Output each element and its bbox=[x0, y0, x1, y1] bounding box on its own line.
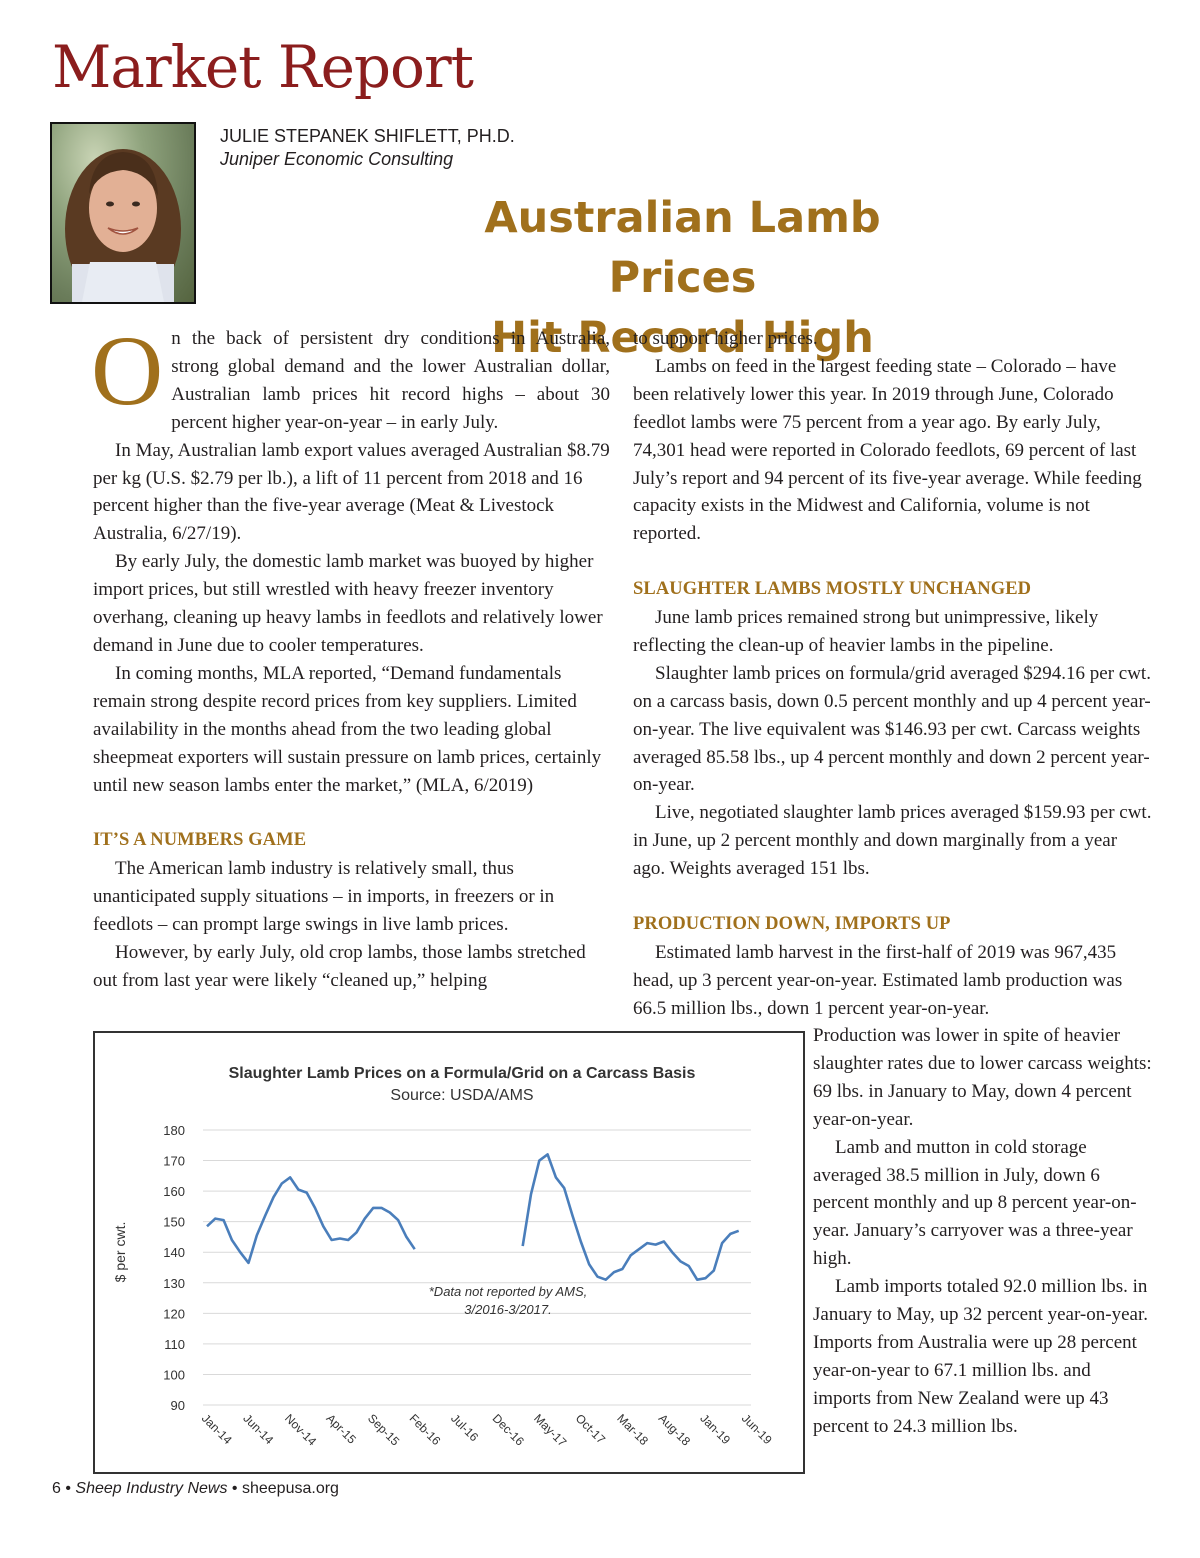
y-tick-labels: 180 170 160 150 140 130 120 110 100 90 bbox=[163, 1123, 185, 1413]
chart-annotation-line-1: *Data not reported by AMS, bbox=[429, 1284, 588, 1299]
price-chart: Slaughter Lamb Prices on a Formula/Grid … bbox=[93, 1031, 805, 1474]
x-tick-label: Feb-16 bbox=[407, 1411, 444, 1448]
right-paragraph-5: Live, negotiated slaughter lamb prices a… bbox=[633, 802, 1152, 880]
x-tick-label: Sep-15 bbox=[365, 1411, 402, 1448]
y-tick-label: 120 bbox=[163, 1306, 185, 1321]
y-axis-label: $ per cwt. bbox=[112, 1222, 128, 1283]
author-photo bbox=[50, 122, 196, 304]
site-url: sheepusa.org bbox=[241, 1480, 339, 1497]
article-column-side: Production was lower in spite of heavier… bbox=[813, 1022, 1153, 1441]
headline-line-1: Australian Lamb Prices bbox=[484, 193, 881, 303]
article-column-right: to support higher prices. Lambs on feed … bbox=[633, 325, 1153, 1023]
right-paragraph-2: Lambs on feed in the largest feeding sta… bbox=[633, 355, 1142, 545]
x-tick-label: Jan-19 bbox=[697, 1411, 733, 1447]
author-organization: Juniper Economic Consulting bbox=[220, 149, 454, 169]
right-paragraph-6: Estimated lamb harvest in the first-half… bbox=[633, 941, 1123, 1019]
side-paragraph-1: Production was lower in spite of heavier… bbox=[813, 1025, 1152, 1130]
chart-subtitle: Source: USDA/AMS bbox=[390, 1087, 533, 1104]
x-tick-label: May-17 bbox=[531, 1411, 569, 1449]
chart-title: Slaughter Lamb Prices on a Formula/Grid … bbox=[229, 1065, 696, 1082]
x-tick-label: Aug-18 bbox=[656, 1411, 693, 1448]
headline-line-2: Hit Record High bbox=[491, 313, 874, 363]
masthead-title: Market Report bbox=[52, 33, 474, 101]
y-tick-label: 170 bbox=[163, 1154, 185, 1169]
y-tick-label: 180 bbox=[163, 1123, 185, 1138]
left-paragraph-5: The American lamb industry is relatively… bbox=[93, 858, 555, 936]
author-name: JULIE STEPANEK SHIFLETT, PH.D. bbox=[220, 126, 515, 146]
right-paragraph-4: Slaughter lamb prices on formula/grid av… bbox=[633, 662, 1151, 796]
left-paragraph-6: However, by early July, old crop lambs, … bbox=[93, 941, 586, 991]
price-series-line-segment bbox=[206, 1176, 416, 1265]
side-paragraph-2: Lamb and mutton in cold storage averaged… bbox=[813, 1136, 1137, 1270]
right-paragraph-3: June lamb prices remained strong but uni… bbox=[633, 607, 1099, 656]
y-tick-label: 100 bbox=[163, 1367, 185, 1382]
page-number: 6 bbox=[52, 1480, 61, 1497]
series-lines bbox=[206, 1153, 740, 1281]
y-tick-label: 90 bbox=[171, 1398, 185, 1413]
x-tick-label: Nov-14 bbox=[282, 1411, 319, 1448]
section-heading-production: PRODUCTION DOWN, IMPORTS UP bbox=[633, 914, 951, 934]
x-tick-label: Oct-17 bbox=[573, 1411, 609, 1447]
article-column-left: O n the back of persistent dry condition… bbox=[91, 315, 610, 995]
x-tick-label: Apr-15 bbox=[323, 1411, 359, 1447]
publication-name: Sheep Industry News bbox=[75, 1480, 228, 1497]
section-heading-numbers-game: IT’S A NUMBERS GAME bbox=[93, 830, 307, 851]
left-paragraph-3: By early July, the domestic lamb market … bbox=[93, 551, 603, 656]
x-tick-label: Dec-16 bbox=[490, 1411, 527, 1448]
drop-cap: O bbox=[91, 315, 164, 426]
x-tick-label: Jun-14 bbox=[240, 1411, 276, 1447]
chart-svg: Slaughter Lamb Prices on a Formula/Grid … bbox=[112, 1065, 775, 1450]
x-tick-label: Mar-18 bbox=[614, 1411, 651, 1448]
y-tick-label: 160 bbox=[163, 1184, 185, 1199]
left-paragraph-2: In May, Australian lamb export values av… bbox=[93, 439, 610, 545]
x-tick-label: Jun-19 bbox=[739, 1411, 775, 1447]
chart-annotation-line-2: 3/2016-3/2017. bbox=[464, 1302, 551, 1317]
page-footer: 6 • Sheep Industry News • sheepusa.org bbox=[52, 1480, 339, 1497]
y-tick-label: 140 bbox=[163, 1245, 185, 1260]
price-series-line-segment bbox=[521, 1153, 740, 1281]
side-paragraph-3: Lamb imports totaled 92.0 million lbs. i… bbox=[813, 1276, 1148, 1437]
left-paragraph-1: n the back of persistent dry conditions … bbox=[171, 328, 610, 433]
left-paragraph-4: In coming months, MLA reported, “Demand … bbox=[93, 662, 602, 796]
x-tick-label: Jan-14 bbox=[199, 1411, 235, 1447]
y-tick-label: 110 bbox=[164, 1337, 185, 1352]
x-tick-labels: Jan-14 Jun-14 Nov-14 Apr-15 Sep-15 Feb-16 Jul-… bbox=[199, 1411, 775, 1449]
chart-gridlines bbox=[203, 1129, 751, 1406]
y-tick-label: 130 bbox=[163, 1276, 185, 1291]
byline: JULIE STEPANEK SHIFLETT, PH.D. Juniper E… bbox=[220, 126, 515, 170]
y-tick-label: 150 bbox=[163, 1215, 185, 1230]
x-tick-label: Jul-16 bbox=[448, 1411, 481, 1444]
right-paragraph-1: to support higher prices. bbox=[633, 328, 818, 349]
section-heading-slaughter-lambs: SLAUGHTER LAMBS MOSTLY UNCHANGED bbox=[633, 579, 1032, 600]
article-headline: Australian Lamb Prices Hit Record High bbox=[410, 188, 955, 368]
